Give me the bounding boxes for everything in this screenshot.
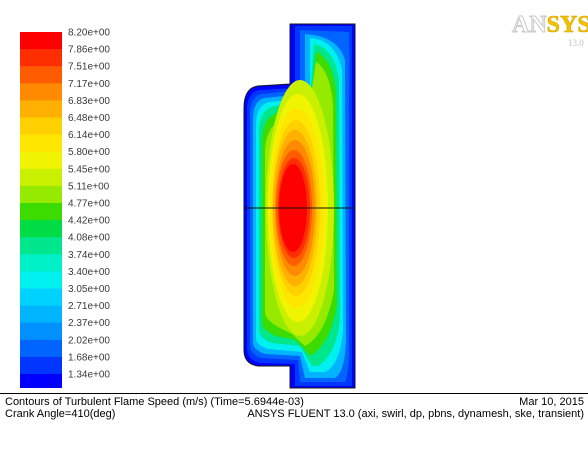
legend-label: 2.37e+00 <box>68 318 110 329</box>
legend-swatch <box>20 117 62 136</box>
legend-swatch <box>20 305 62 324</box>
legend-label: 8.20e+00 <box>68 28 110 39</box>
legend-swatch <box>20 254 62 272</box>
plot-caption: Contours of Turbulent Flame Speed (m/s) … <box>0 393 588 449</box>
contour-bands <box>244 24 355 388</box>
ansys-logo: ANSYS 13.0 <box>510 12 588 52</box>
legend-swatch <box>20 134 62 153</box>
legend-label: 5.80e+00 <box>68 147 110 158</box>
caption-solver: ANSYS FLUENT 13.0 (axi, swirl, dp, pbns,… <box>247 408 584 420</box>
legend-label: 4.08e+00 <box>68 233 110 244</box>
contour-plot <box>243 23 356 389</box>
legend-label: 3.05e+00 <box>68 284 110 295</box>
legend-swatch <box>20 100 62 118</box>
caption-date: Mar 10, 2015 <box>519 396 584 408</box>
legend-label: 7.51e+00 <box>68 62 110 73</box>
legend-swatch <box>20 168 62 187</box>
legend-swatch <box>20 32 62 50</box>
legend-label: 7.17e+00 <box>68 79 110 90</box>
legend-label: 7.86e+00 <box>68 45 110 56</box>
color-legend: 8.20e+00 7.86e+00 7.51e+00 7.17e+00 6.83e+00… <box>20 28 110 388</box>
caption-crank-angle: Crank Angle=410(deg) <box>5 408 116 420</box>
legend-label: 6.48e+00 <box>68 113 110 124</box>
domain-outline <box>243 23 356 389</box>
legend-swatch <box>20 151 62 170</box>
legend-swatches <box>20 32 62 388</box>
legend-labels: 8.20e+00 7.86e+00 7.51e+00 7.17e+00 6.83e+00… <box>68 28 110 381</box>
legend-label: 2.71e+00 <box>68 301 110 312</box>
legend-swatch <box>20 49 62 67</box>
legend-swatch <box>20 220 62 238</box>
legend-label: 1.68e+00 <box>68 352 110 363</box>
legend-label: 2.02e+00 <box>68 335 110 346</box>
legend-swatch <box>20 356 62 375</box>
legend-swatch <box>20 339 62 358</box>
legend-swatch <box>20 203 62 221</box>
ansys-version: 13.0 <box>568 38 584 48</box>
legend-label: 6.14e+00 <box>68 130 110 141</box>
legend-swatch <box>20 288 62 307</box>
ansys-logo-text: ANSYS <box>512 12 588 39</box>
legend-label: 5.45e+00 <box>68 164 110 175</box>
legend-label: 5.11e+00 <box>68 181 110 192</box>
legend-label: 1.34e+00 <box>68 370 110 381</box>
legend-label: 3.40e+00 <box>68 267 110 278</box>
caption-title: Contours of Turbulent Flame Speed (m/s) … <box>5 396 304 408</box>
legend-swatch <box>20 66 62 84</box>
legend-swatch <box>20 237 62 255</box>
legend-swatch <box>20 83 62 101</box>
legend-label: 3.74e+00 <box>68 250 110 261</box>
legend-label: 4.77e+00 <box>68 199 110 210</box>
legend-swatch <box>20 271 62 289</box>
legend-label: 6.83e+00 <box>68 96 110 107</box>
legend-swatch <box>20 322 62 341</box>
legend-label: 4.42e+00 <box>68 216 110 227</box>
legend-swatch <box>20 374 62 388</box>
legend-swatch <box>20 185 62 204</box>
